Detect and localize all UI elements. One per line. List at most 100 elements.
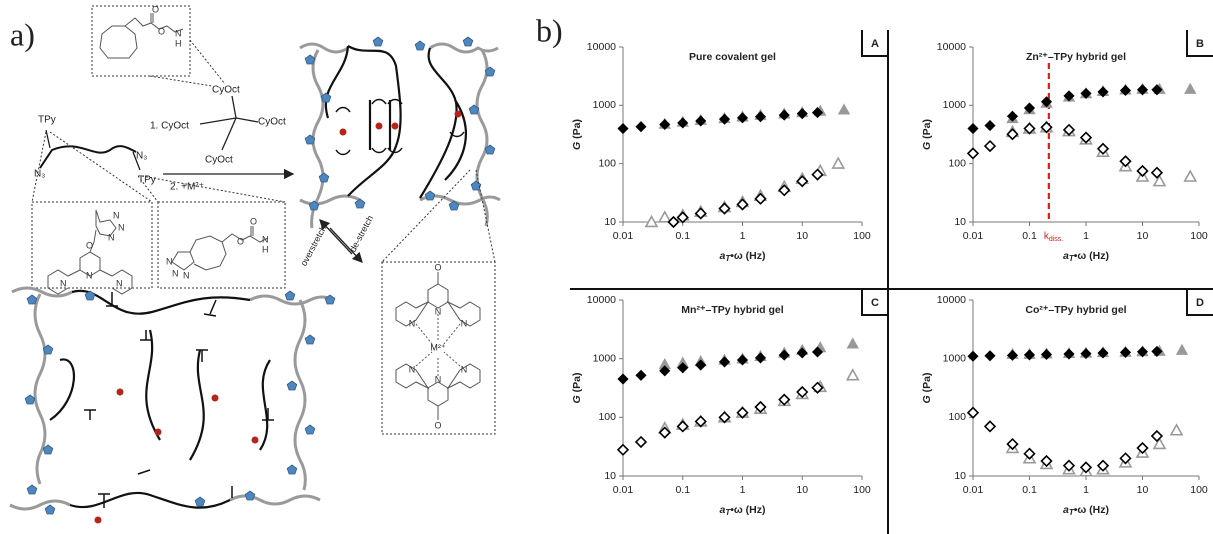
arm-label: CyOct: [258, 117, 286, 128]
polymer: [45, 129, 141, 171]
diamond-marker: [796, 385, 809, 399]
y-tick-label: 100: [598, 157, 616, 169]
atom-label: N: [262, 234, 269, 244]
diamond-marker: [1006, 437, 1019, 451]
diamond-marker: [694, 415, 707, 428]
diamond-marker: [667, 215, 680, 229]
diamond-marker: [811, 168, 824, 181]
leader-line: [31, 131, 286, 203]
y-tick-label: 1000: [943, 99, 967, 111]
step-label: 2. +M²⁺: [170, 182, 204, 193]
x-tick-label: 100: [853, 484, 871, 496]
diamond-marker: [718, 113, 731, 125]
stretch-arrow: [319, 219, 353, 255]
chart-title: Mn²⁺–TPy hybrid gel: [681, 304, 783, 316]
end-label: TPy: [138, 175, 156, 186]
diamond-marker: [754, 192, 767, 205]
diamond-marker: [1080, 87, 1092, 99]
atom-label: N: [461, 364, 468, 374]
triangle-marker: [1184, 82, 1197, 94]
diamond-marker: [1119, 84, 1132, 97]
diagram: a) O O N H CyOct CyOct CyOct 1. CyOct 2.…: [9, 4, 501, 524]
arm-label: CyOct: [205, 155, 233, 166]
diamond-marker: [659, 365, 671, 377]
label-box: [861, 30, 888, 57]
x-tick-label: 100: [1190, 484, 1208, 496]
triangle-marker: [845, 368, 860, 381]
diamond-marker: [1079, 461, 1093, 474]
label-box: [1186, 289, 1213, 316]
diamond-marker: [634, 435, 648, 449]
diamond-marker: [778, 109, 790, 121]
x-axis-symbol: a: [1063, 250, 1069, 262]
atom-label: O: [237, 236, 244, 246]
diamond-marker: [796, 108, 808, 120]
annotation-label: kdiss.: [1044, 231, 1063, 243]
atom-label: N: [461, 318, 468, 328]
diamond-marker: [1040, 454, 1053, 468]
inset-box: [381, 261, 496, 435]
molecule: [47, 209, 133, 295]
diamond-marker: [1119, 155, 1132, 168]
end-label: N₃: [34, 169, 45, 180]
x-axis-symbol: a: [1063, 504, 1069, 516]
x-tick-label: 0.01: [963, 484, 984, 496]
step-label: 1. CyOct: [150, 121, 189, 132]
diamond-marker: [677, 117, 689, 129]
diamond-marker: [1136, 84, 1149, 96]
arm-label: CyOct: [212, 85, 240, 96]
diamond-marker: [635, 121, 647, 133]
diamond-marker: [695, 359, 707, 371]
end-label: N₃: [136, 151, 147, 162]
y-axis-rest: (Pa): [571, 119, 583, 139]
diamond-marker: [778, 393, 791, 406]
x-axis-label: aT•ω (Hz): [719, 504, 765, 517]
diamond-marker: [778, 349, 790, 361]
y-tick-label: 10: [954, 216, 966, 228]
label-box: [861, 289, 888, 316]
end-label: TPy: [38, 115, 56, 126]
diamond-marker: [1023, 447, 1036, 460]
atom-label: O: [152, 4, 159, 14]
molecule: [395, 272, 481, 420]
diamond-marker: [796, 347, 808, 359]
triangle-marker: [1152, 436, 1167, 450]
atom-label: N: [113, 210, 120, 220]
triangle-marker: [831, 156, 846, 169]
x-axis-rest: •ω (Hz): [1074, 504, 1109, 516]
y-axis-label: G (Pa): [921, 119, 933, 150]
triangle-marker: [644, 214, 659, 228]
x-axis-label: aT•ω (Hz): [1063, 504, 1109, 517]
diamond-marker: [796, 175, 809, 188]
diamond-marker: [967, 122, 979, 135]
y-axis-symbol: G: [571, 395, 583, 403]
triangle-marker: [657, 210, 672, 223]
diamond-marker: [1006, 128, 1019, 141]
x-axis-label: aT•ω (Hz): [719, 250, 765, 263]
chart-title: Zn²⁺–TPy hybrid gel: [1026, 51, 1126, 63]
atom-label: O: [158, 26, 165, 36]
atom-label: O: [434, 262, 441, 272]
diamond-marker: [1096, 459, 1110, 472]
x-tick-label: 0.1: [1022, 230, 1037, 242]
atom-label: N: [435, 374, 442, 384]
diamond-marker: [984, 350, 996, 362]
panel-label: b): [536, 12, 563, 48]
x-tick-label: 10: [1137, 230, 1149, 242]
diamond-marker: [617, 122, 629, 135]
x-tick-label: 1: [1083, 484, 1089, 496]
atom-label: N: [116, 278, 123, 288]
y-axis-symbol: G: [921, 395, 933, 403]
annotation-subscript: diss.: [1049, 236, 1063, 243]
diamond-marker: [1063, 348, 1075, 360]
atom-label: N: [435, 306, 442, 316]
panel-letter: D: [1196, 297, 1204, 309]
y-tick-label: 10: [604, 470, 616, 482]
y-tick-label: 10: [954, 470, 966, 482]
diamond-marker: [778, 184, 791, 197]
network: [299, 36, 501, 229]
y-tick-label: 10: [604, 216, 616, 228]
atom-label: H: [175, 38, 182, 48]
diamond-marker: [1006, 110, 1019, 122]
atom-label: N: [175, 28, 182, 38]
